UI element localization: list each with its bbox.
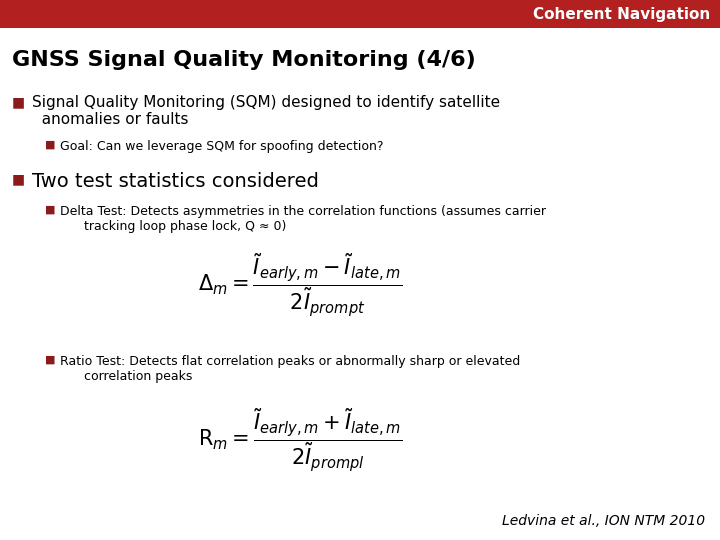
Text: ■: ■ xyxy=(12,95,25,109)
Text: Coherent Navigation: Coherent Navigation xyxy=(533,6,710,22)
Text: GNSS Signal Quality Monitoring (4/6): GNSS Signal Quality Monitoring (4/6) xyxy=(12,50,476,70)
Bar xyxy=(0,0,720,28)
Text: ■: ■ xyxy=(45,355,55,365)
Text: ■: ■ xyxy=(45,140,55,150)
Text: Delta Test: Detects asymmetries in the correlation functions (assumes carrier
  : Delta Test: Detects asymmetries in the c… xyxy=(60,205,546,233)
Text: ■: ■ xyxy=(12,172,25,186)
Text: Ledvina et al., ION NTM 2010: Ledvina et al., ION NTM 2010 xyxy=(502,514,705,528)
Text: $\mathrm{R}_{m} = \dfrac{\tilde{I}_{early,m} + \tilde{I}_{late,m}}{2\tilde{I}_{p: $\mathrm{R}_{m} = \dfrac{\tilde{I}_{earl… xyxy=(198,406,402,474)
Text: Goal: Can we leverage SQM for spoofing detection?: Goal: Can we leverage SQM for spoofing d… xyxy=(60,140,384,153)
Text: Signal Quality Monitoring (SQM) designed to identify satellite
  anomalies or fa: Signal Quality Monitoring (SQM) designed… xyxy=(32,95,500,127)
Text: $\Delta_{m} = \dfrac{\tilde{I}_{early,m} - \tilde{I}_{late,m}}{2\tilde{I}_{promp: $\Delta_{m} = \dfrac{\tilde{I}_{early,m}… xyxy=(198,251,402,319)
Text: ■: ■ xyxy=(45,205,55,215)
Text: Two test statistics considered: Two test statistics considered xyxy=(32,172,319,191)
Text: Ratio Test: Detects flat correlation peaks or abnormally sharp or elevated
     : Ratio Test: Detects flat correlation pea… xyxy=(60,355,521,383)
